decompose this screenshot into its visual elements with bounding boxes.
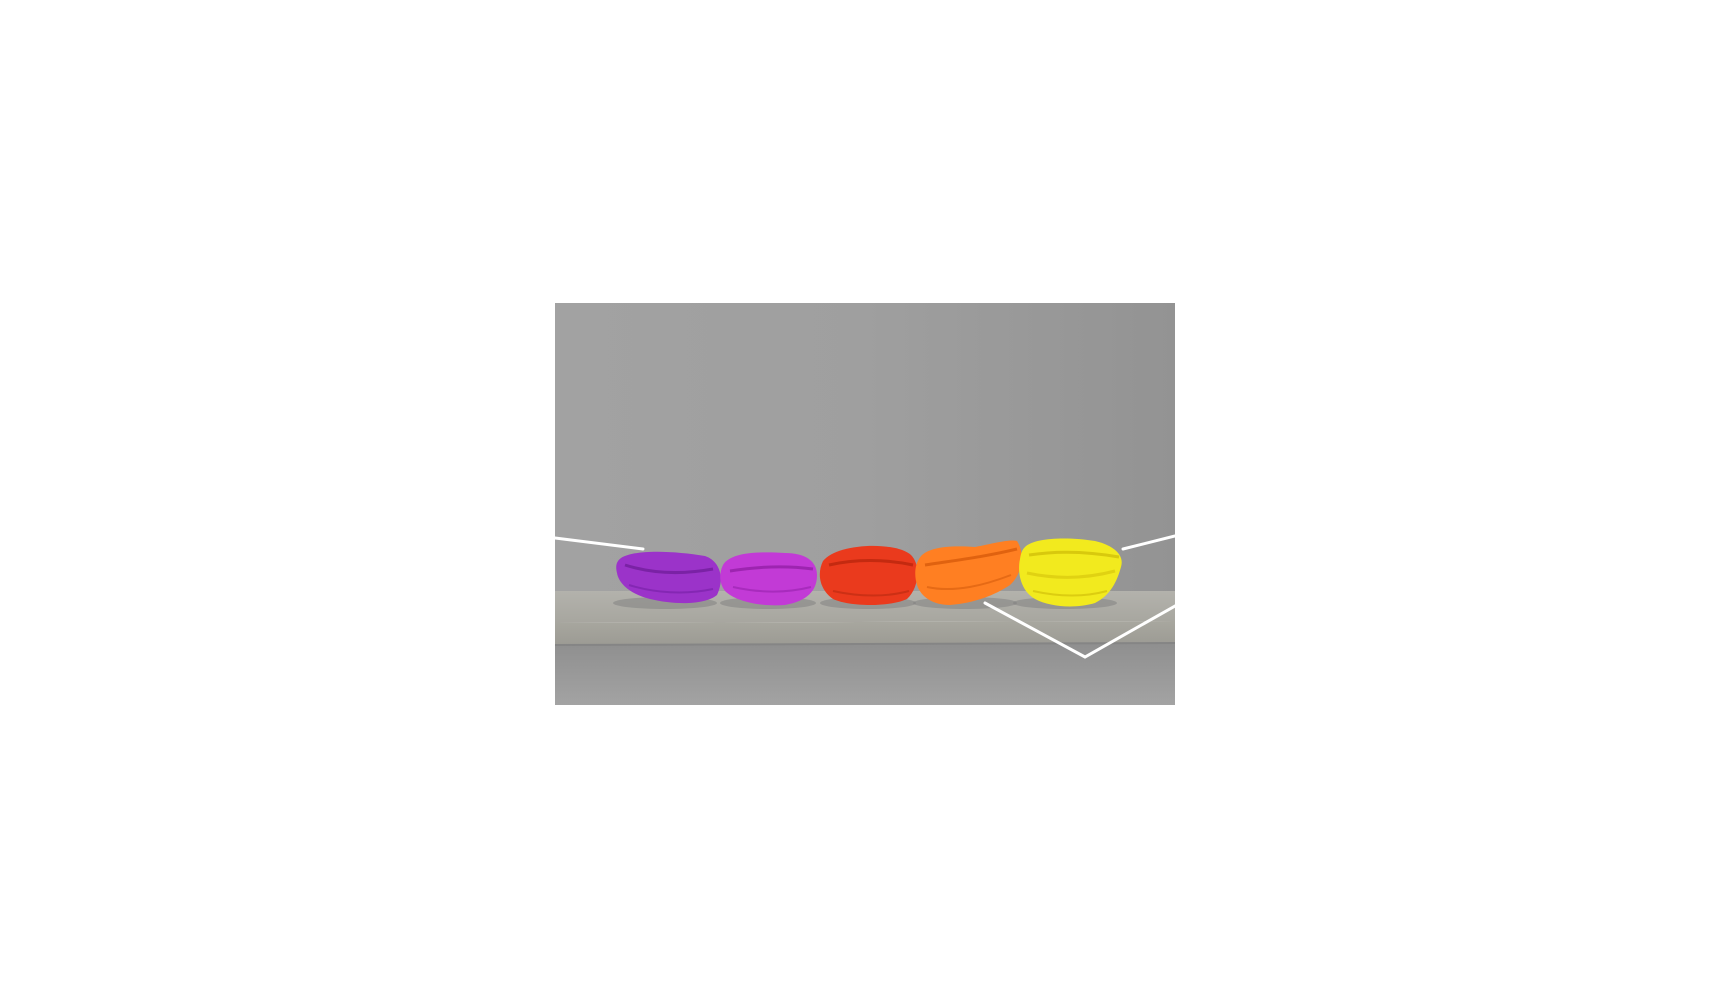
photo-svg — [555, 303, 1175, 705]
overlay-line-right-top — [1121, 534, 1175, 551]
overlay-line-left — [555, 536, 645, 551]
photo — [555, 303, 1175, 705]
shelf-edge — [555, 621, 1175, 645]
shelf-shadow — [555, 642, 1175, 646]
overlay-line-right-bottom — [983, 601, 1175, 659]
purple-cloth — [613, 551, 721, 609]
yellow-cloth — [1013, 538, 1122, 609]
floor — [555, 643, 1175, 705]
magenta-cloth — [720, 552, 817, 609]
overlay-lines — [555, 534, 1175, 659]
red-cloth — [819, 545, 918, 609]
